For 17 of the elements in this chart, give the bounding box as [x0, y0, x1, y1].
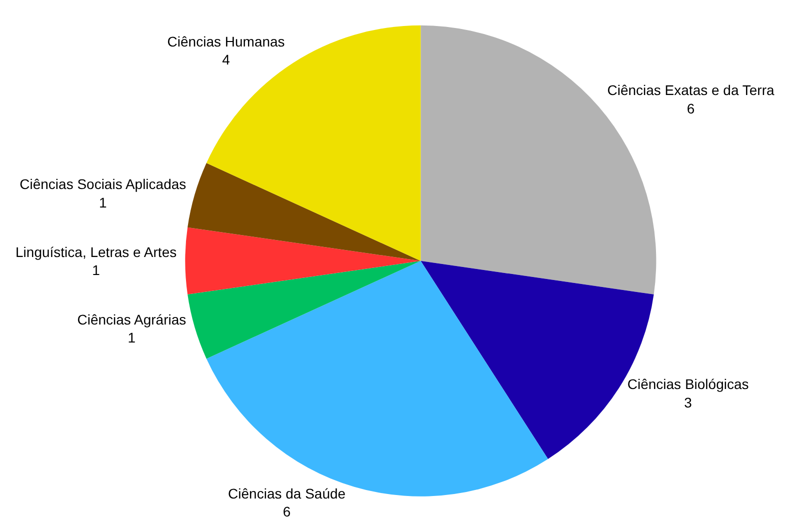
pie-slice [188, 260, 421, 359]
data-label: 3 [684, 394, 692, 410]
slice-label: Ciências Exatas e da Terra [607, 82, 774, 98]
data-label: 1 [98, 194, 107, 210]
slice-label: Ciências Humanas [167, 34, 285, 50]
slice-label: Ciências da Saúde [228, 486, 346, 502]
slice-label: Ciências Agrárias [77, 311, 186, 328]
data-label: 1 [92, 262, 100, 278]
pie-slice [188, 163, 421, 261]
data-label: 4 [222, 52, 230, 68]
slice-label: Linguística, Letras e Artes [16, 244, 177, 260]
data-label: 6 [282, 504, 291, 520]
pie-slice [185, 227, 421, 294]
slice-label: Ciências Sociais Aplicadas [20, 176, 186, 192]
data-label: 6 [686, 100, 695, 116]
data-label: 1 [128, 330, 136, 346]
slice-label: Ciências Biológicas [627, 376, 749, 392]
